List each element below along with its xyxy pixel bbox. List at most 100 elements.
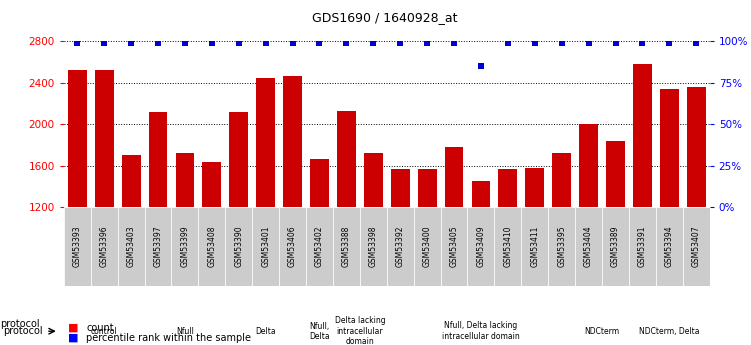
Bar (391, 169, 409, 331)
Point (340, 40, 352, 46)
Point (583, 40, 595, 46)
Point (98, 40, 110, 46)
Text: Nfull,
Delta: Nfull, Delta (309, 322, 330, 341)
Bar (198, 207, 225, 286)
Point (556, 40, 568, 46)
Point (475, 63, 487, 69)
Point (394, 40, 406, 46)
Text: GDS1690 / 1640928_at: GDS1690 / 1640928_at (312, 11, 457, 24)
Bar (149, 112, 167, 331)
Point (610, 40, 622, 46)
Point (233, 40, 245, 46)
Bar (687, 87, 706, 331)
Bar (467, 207, 494, 286)
Bar (526, 168, 544, 331)
Bar (279, 207, 306, 286)
Bar (606, 141, 625, 331)
Bar (445, 147, 463, 331)
Bar (629, 207, 656, 286)
Point (367, 40, 379, 46)
Text: GSM53396: GSM53396 (100, 226, 109, 267)
Point (152, 40, 164, 46)
Bar (68, 70, 86, 331)
Text: ■: ■ (68, 333, 78, 343)
Bar (310, 159, 329, 331)
Point (636, 40, 648, 46)
Bar (656, 207, 683, 286)
Text: GSM53405: GSM53405 (450, 226, 459, 267)
Text: protocol: protocol (3, 326, 43, 336)
Text: GSM53395: GSM53395 (557, 226, 566, 267)
Bar (118, 207, 144, 286)
Bar (144, 207, 171, 286)
Text: Nfull, Delta lacking
intracellular domain: Nfull, Delta lacking intracellular domai… (442, 322, 520, 341)
Text: NDCterm, Delta: NDCterm, Delta (639, 327, 700, 336)
Text: GSM53388: GSM53388 (342, 226, 351, 267)
Point (421, 40, 433, 46)
Bar (575, 207, 602, 286)
Text: GSM53394: GSM53394 (665, 226, 674, 267)
Bar (64, 207, 91, 286)
Text: percentile rank within the sample: percentile rank within the sample (86, 333, 252, 343)
Bar (579, 124, 598, 331)
Point (206, 40, 218, 46)
Bar (337, 111, 356, 331)
Bar (472, 181, 490, 331)
Point (448, 40, 460, 46)
Text: GSM53391: GSM53391 (638, 226, 647, 267)
Bar (660, 89, 679, 331)
Text: control: control (91, 327, 118, 336)
Text: Delta: Delta (255, 327, 276, 336)
Point (502, 40, 514, 46)
Bar (418, 169, 436, 331)
Bar (176, 153, 195, 331)
Text: GSM53393: GSM53393 (73, 226, 82, 267)
Text: GSM53390: GSM53390 (234, 226, 243, 267)
Text: GSM53400: GSM53400 (423, 226, 432, 267)
Bar (306, 207, 333, 286)
Text: protocol: protocol (0, 319, 40, 329)
Point (529, 40, 541, 46)
Text: NDCterm: NDCterm (584, 327, 620, 336)
Point (690, 40, 702, 46)
Point (71, 40, 83, 46)
Text: GSM53408: GSM53408 (207, 226, 216, 267)
Text: GSM53406: GSM53406 (288, 226, 297, 267)
Bar (283, 76, 302, 331)
Bar (256, 78, 275, 331)
Text: GSM53397: GSM53397 (153, 226, 162, 267)
Bar (252, 207, 279, 286)
Point (287, 40, 299, 46)
Bar (499, 169, 517, 331)
Text: GSM53399: GSM53399 (180, 226, 189, 267)
Bar (333, 207, 360, 286)
Bar (229, 112, 248, 331)
Text: GSM53411: GSM53411 (530, 226, 539, 267)
Bar (633, 64, 652, 331)
Bar (521, 207, 548, 286)
Bar (360, 207, 387, 286)
Bar (171, 207, 198, 286)
Bar (203, 162, 222, 331)
Text: Delta lacking
intracellular
domain: Delta lacking intracellular domain (334, 316, 385, 345)
Bar (548, 207, 575, 286)
Bar (602, 207, 629, 286)
Bar (387, 207, 414, 286)
Text: GSM53402: GSM53402 (315, 226, 324, 267)
Point (260, 40, 272, 46)
Text: count: count (86, 323, 114, 333)
Bar (91, 207, 118, 286)
Text: GSM53401: GSM53401 (261, 226, 270, 267)
Bar (552, 153, 571, 331)
Bar (95, 70, 113, 331)
Text: Nfull: Nfull (176, 327, 194, 336)
Text: GSM53398: GSM53398 (369, 226, 378, 267)
Bar (122, 155, 140, 331)
Text: GSM53392: GSM53392 (396, 226, 405, 267)
Bar (494, 207, 521, 286)
Text: GSM53389: GSM53389 (611, 226, 620, 267)
Bar (414, 207, 441, 286)
Bar (225, 207, 252, 286)
Text: ■: ■ (68, 323, 78, 333)
Point (179, 40, 191, 46)
